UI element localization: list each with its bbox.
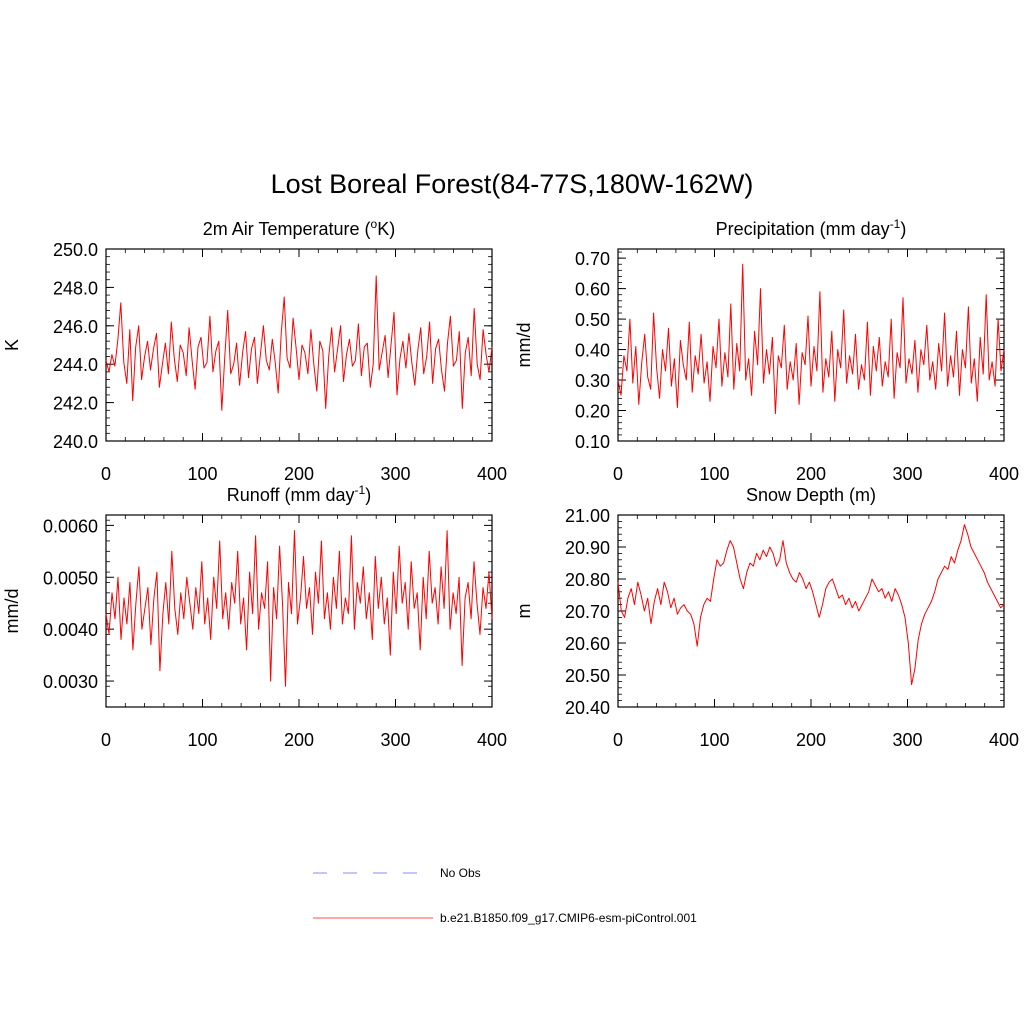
series-line	[617, 263, 1005, 415]
legend-obs-label: No Obs	[440, 866, 481, 880]
page-title: Lost Boreal Forest(84-77S,180W-162W)	[271, 169, 754, 199]
y-tick-label: 246.0	[53, 317, 98, 337]
x-tick-label: 200	[284, 730, 314, 750]
y-tick-label: 20.40	[565, 698, 610, 718]
y-tick-label: 0.10	[575, 432, 610, 452]
y-tick-label: 0.70	[575, 249, 610, 269]
y-tick-label: 20.70	[565, 602, 610, 622]
x-tick-label: 100	[187, 464, 217, 484]
x-tick-label: 100	[699, 464, 729, 484]
y-tick-label: 0.60	[575, 280, 610, 300]
y-tick-label: 20.80	[565, 570, 610, 590]
x-tick-label: 400	[477, 730, 507, 750]
plot-frame	[105, 248, 493, 442]
y-tick-label: 20.60	[565, 634, 610, 654]
plot-frame	[617, 514, 1005, 708]
panel-title: 2m Air Temperature (oK)	[203, 217, 395, 239]
y-tick-label: 250.0	[53, 240, 98, 260]
y-tick-label: 20.90	[565, 538, 610, 558]
panel-title: Snow Depth (m)	[746, 485, 876, 505]
x-tick-label: 300	[892, 730, 922, 750]
x-tick-label: 300	[380, 730, 410, 750]
series-line	[105, 530, 493, 687]
y-axis-label: mm/d	[2, 589, 22, 634]
y-tick-label: 0.0050	[43, 568, 98, 588]
x-tick-label: 400	[477, 464, 507, 484]
x-tick-label: 100	[187, 730, 217, 750]
y-tick-label: 0.30	[575, 371, 610, 391]
y-tick-label: 0.20	[575, 402, 610, 422]
x-tick-label: 0	[101, 464, 111, 484]
x-tick-label: 200	[796, 464, 826, 484]
y-axis-label: K	[2, 339, 22, 351]
x-tick-label: 0	[101, 730, 111, 750]
x-tick-label: 300	[892, 464, 922, 484]
panel-precipitation: Precipitation (mm day-1) mm/d 0 100 200 300 40…	[514, 217, 1019, 484]
y-axis-label: mm/d	[514, 323, 534, 368]
y-tick-label: 0.50	[575, 310, 610, 330]
x-tick-label: 0	[613, 464, 623, 484]
x-tick-label: 400	[989, 730, 1019, 750]
legend: No Obs b.e21.B1850.f09_g17.CMIP6-esm-piC…	[313, 866, 697, 925]
panel-title: Runoff (mm day-1)	[227, 483, 371, 505]
x-tick-label: 200	[284, 464, 314, 484]
x-tick-label: 200	[796, 730, 826, 750]
panel-snow-depth: Snow Depth (m) m 0 100 200 300 400 20.40 20.50 20…	[514, 485, 1019, 750]
y-tick-label: 242.0	[53, 394, 98, 414]
y-tick-label: 0.0030	[43, 672, 98, 692]
panel-air-temperature: 2m Air Temperature (oK) K 0 100 200 300 400 240…	[2, 217, 507, 484]
x-tick-label: 0	[613, 730, 623, 750]
y-tick-label: 0.0040	[43, 620, 98, 640]
y-tick-label: 20.50	[565, 666, 610, 686]
y-tick-label: 248.0	[53, 278, 98, 298]
panel-title: Precipitation (mm day-1)	[716, 217, 907, 239]
x-tick-label: 400	[989, 464, 1019, 484]
y-tick-label: 0.40	[575, 341, 610, 361]
series-line	[617, 524, 1005, 686]
legend-model-label: b.e21.B1850.f09_g17.CMIP6-esm-piControl.…	[440, 911, 697, 925]
y-tick-label: 21.00	[565, 506, 610, 526]
x-tick-label: 100	[699, 730, 729, 750]
y-tick-label: 240.0	[53, 432, 98, 452]
series-line	[105, 275, 493, 411]
x-tick-label: 300	[380, 464, 410, 484]
panel-runoff: Runoff (mm day-1) mm/d 0 100 200 300 400 0.0030…	[2, 483, 507, 750]
y-axis-label: m	[514, 604, 534, 619]
y-tick-label: 244.0	[53, 355, 98, 375]
y-tick-label: 0.0060	[43, 516, 98, 536]
